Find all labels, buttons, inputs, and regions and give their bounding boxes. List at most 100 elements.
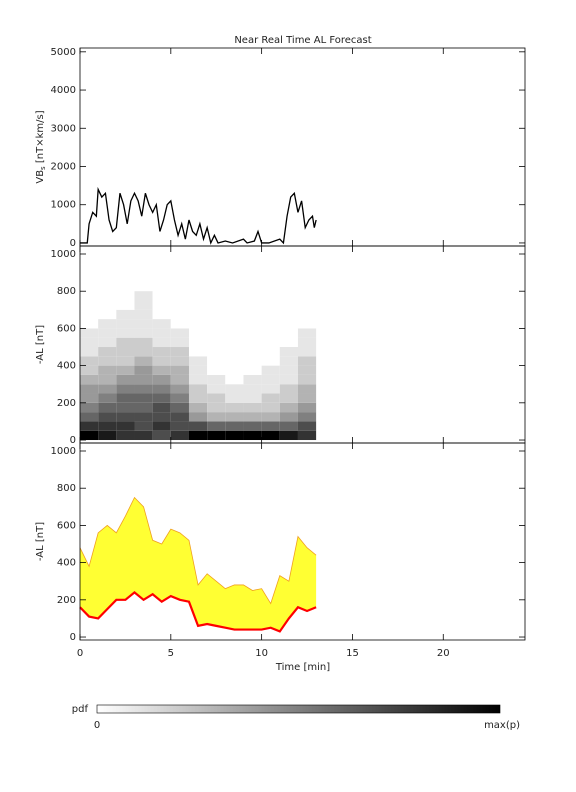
heat-cell	[98, 319, 117, 329]
heat-cell	[152, 319, 171, 329]
heat-cell	[188, 374, 208, 385]
y-tick-label: 200	[57, 398, 76, 409]
heat-cell	[152, 421, 171, 431]
heat-cell	[297, 384, 317, 394]
heat-cell	[279, 347, 298, 357]
heat-cell	[279, 328, 298, 338]
heat-cell	[279, 384, 298, 394]
heat-cell	[188, 337, 208, 348]
heat-cell	[279, 393, 298, 403]
heat-cell	[98, 374, 117, 385]
heat-cell	[116, 309, 135, 320]
heat-cell	[152, 347, 171, 357]
heat-cell	[152, 365, 171, 375]
heat-cell	[134, 337, 153, 348]
heat-cell	[297, 347, 317, 357]
colorbar-min: 0	[94, 720, 100, 731]
heat-cell	[225, 347, 244, 357]
colorbar-max: max(p)	[484, 720, 520, 731]
heat-cell	[98, 412, 117, 422]
heat-cell	[279, 365, 298, 375]
heat-cell	[225, 319, 244, 329]
y-tick-label: 5000	[51, 47, 76, 58]
heat-cell	[207, 337, 226, 348]
y-tick-label: 600	[57, 323, 76, 334]
heat-cell	[279, 319, 298, 329]
heat-cell	[261, 374, 280, 385]
y-label-unit: [nT×km/s]	[35, 110, 46, 166]
heat-cell	[170, 402, 189, 413]
heat-cell	[297, 393, 317, 403]
heat-cell	[170, 328, 189, 338]
heat-cell	[225, 309, 244, 320]
heat-cell	[207, 319, 226, 329]
y-label-sub: s	[39, 166, 47, 170]
heat-cell	[225, 412, 244, 422]
heat-cell	[243, 300, 262, 310]
heat-cell	[134, 412, 153, 422]
heat-cell	[116, 347, 135, 357]
heat-cell	[297, 374, 317, 385]
heat-cell	[279, 291, 298, 301]
colorbar-label: pdf	[72, 704, 89, 715]
heat-cell	[152, 402, 171, 413]
heat-cell	[261, 337, 280, 348]
heat-cell	[207, 421, 226, 431]
heat-cell	[261, 393, 280, 403]
heat-cell	[207, 300, 226, 310]
heat-cell	[297, 402, 317, 413]
heat-cell	[116, 337, 135, 348]
heat-cell	[225, 430, 244, 441]
heat-cell	[279, 412, 298, 422]
heat-cell	[80, 421, 99, 431]
heat-cell	[188, 300, 208, 310]
heat-cell	[243, 365, 262, 375]
heat-cell	[98, 365, 117, 375]
heat-cell	[134, 365, 153, 375]
heat-cell	[116, 402, 135, 413]
y-axis-label: VBs [nT×km/s]	[35, 110, 47, 183]
heat-cell	[188, 356, 208, 366]
heat-cell	[225, 337, 244, 348]
heat-cell	[297, 430, 317, 441]
heat-cell	[98, 328, 117, 338]
x-axis-label: Time [min]	[275, 662, 330, 673]
heat-cell	[188, 402, 208, 413]
heat-cell	[225, 374, 244, 385]
heat-cell	[152, 374, 171, 385]
heat-cell	[243, 328, 262, 338]
heat-cell	[188, 309, 208, 320]
heat-cell	[225, 356, 244, 366]
heat-cell	[243, 393, 262, 403]
heat-cell	[170, 337, 189, 348]
heat-cell	[134, 300, 153, 310]
heat-cell	[243, 412, 262, 422]
y-tick-label: 0	[70, 238, 76, 249]
heat-cell	[188, 365, 208, 375]
heat-cell	[98, 309, 117, 320]
y-tick-label: 400	[57, 558, 76, 569]
heat-cell	[243, 421, 262, 431]
heat-cell	[225, 393, 244, 403]
heat-cell	[243, 319, 262, 329]
y-tick-label: 1000	[51, 446, 76, 457]
heat-cell	[134, 309, 153, 320]
heat-cell	[152, 412, 171, 422]
heat-cell	[80, 309, 99, 320]
y-tick-label: 4000	[51, 85, 76, 96]
heat-cell	[207, 328, 226, 338]
heat-cell	[279, 430, 298, 441]
heat-cell	[297, 328, 317, 338]
heat-cell	[297, 319, 317, 329]
heat-cell	[297, 291, 317, 301]
heat-cell	[188, 347, 208, 357]
heat-cell	[80, 412, 99, 422]
heat-cell	[80, 430, 99, 441]
heat-cell	[207, 309, 226, 320]
y-axis-label: -AL [nT]	[35, 325, 46, 364]
heat-cell	[116, 300, 135, 310]
heat-cell	[134, 421, 153, 431]
heat-cell	[116, 384, 135, 394]
heat-cell	[80, 365, 99, 375]
x-tick-label: 10	[255, 648, 268, 659]
